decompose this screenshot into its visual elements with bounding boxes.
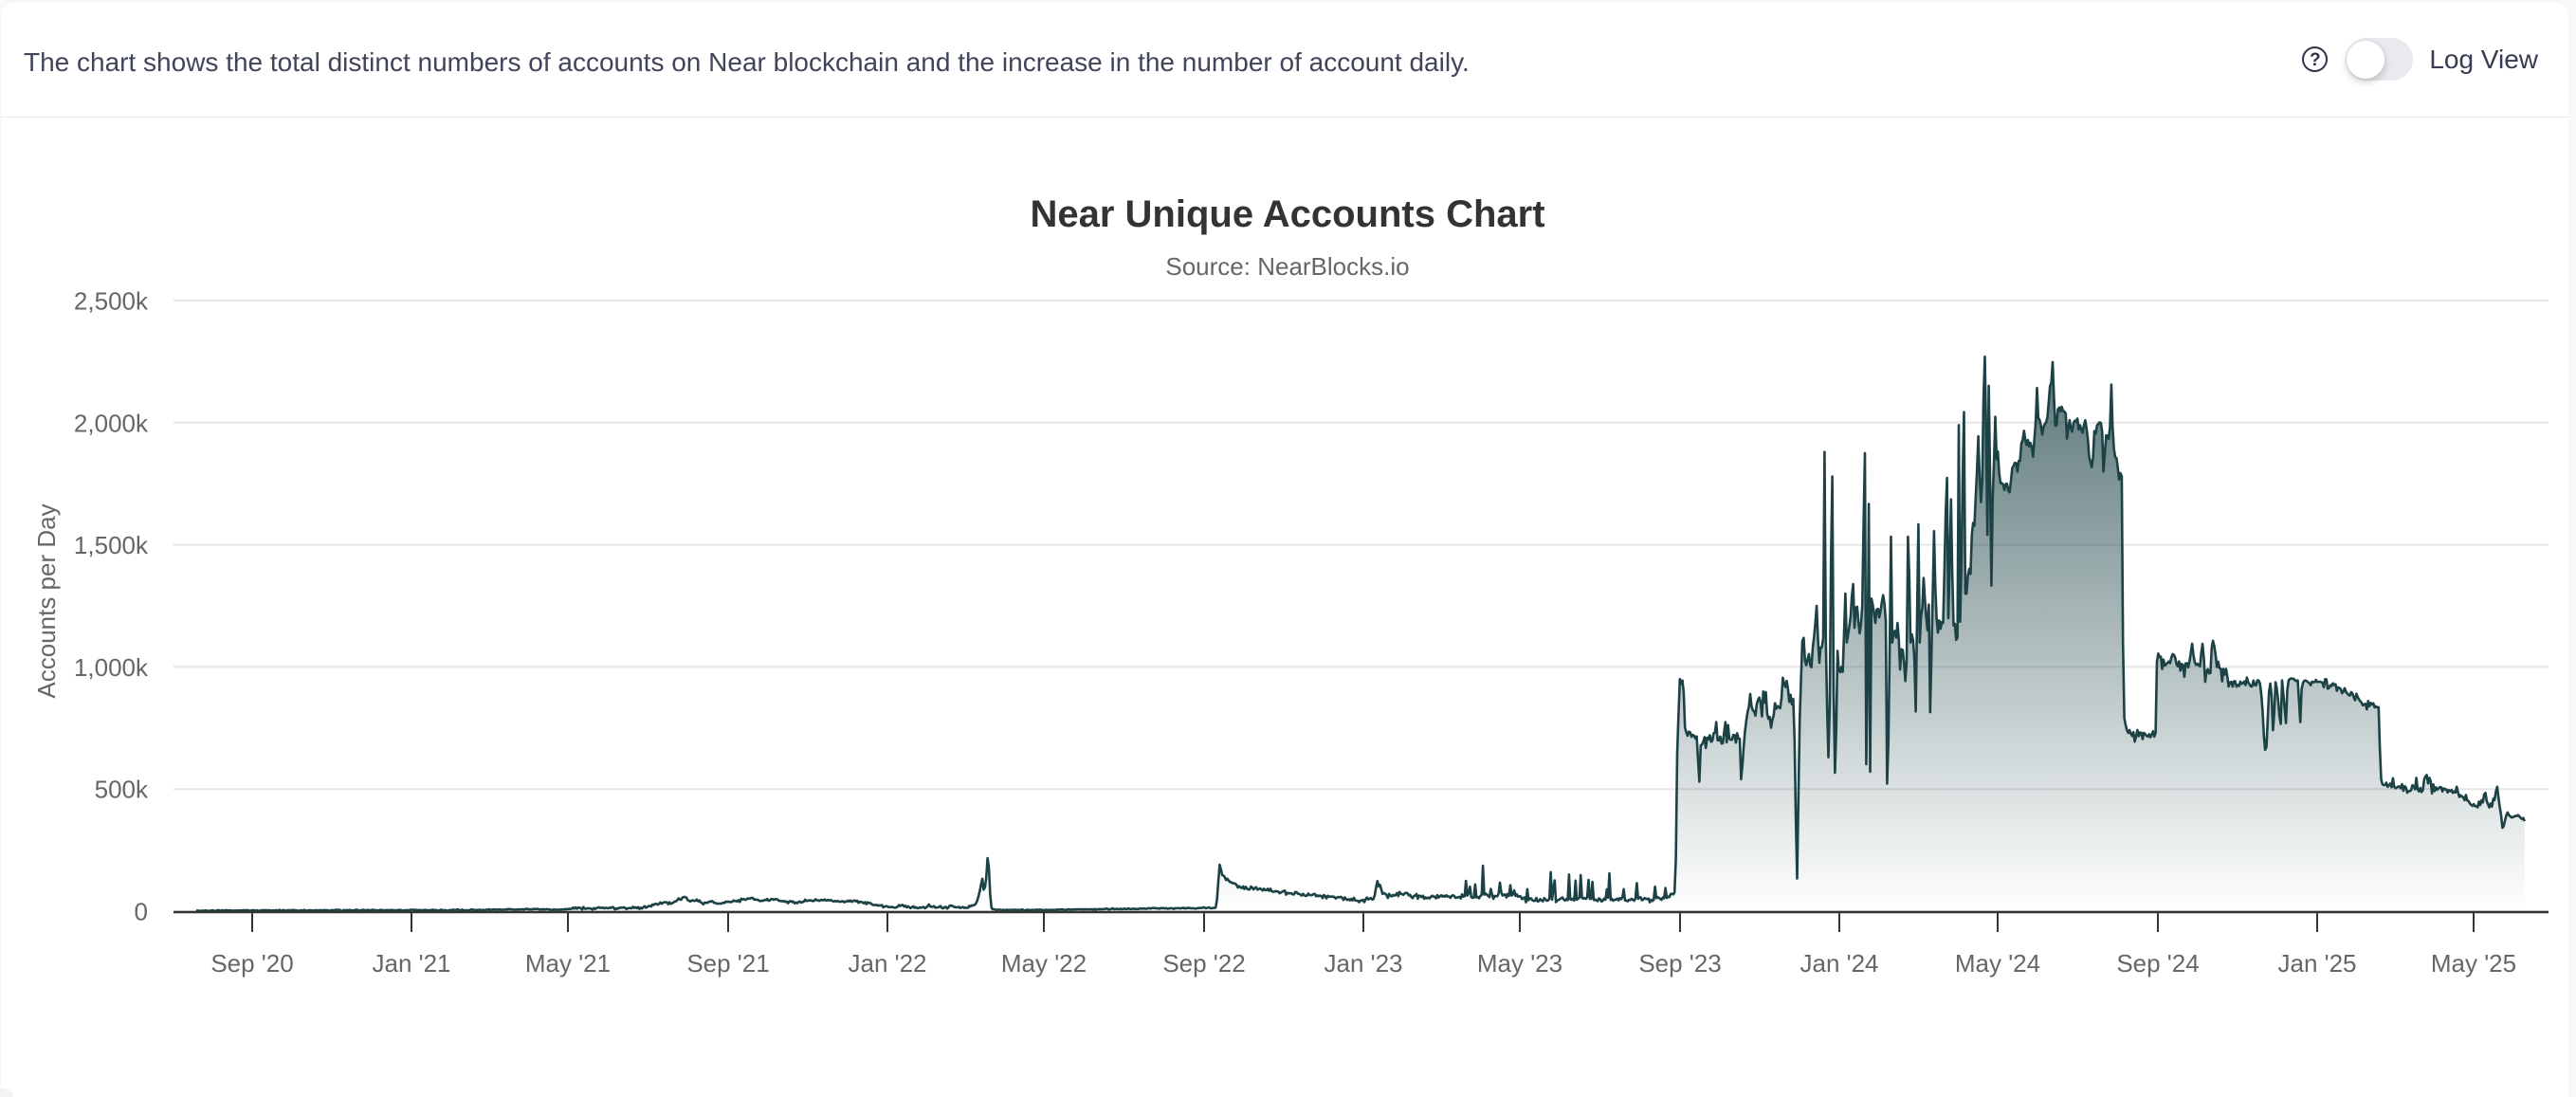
svg-text:Sep '24: Sep '24	[2116, 949, 2199, 978]
svg-text:Jan '23: Jan '23	[1324, 949, 1402, 978]
svg-text:Sep '21: Sep '21	[686, 949, 769, 978]
svg-text:Jan '22: Jan '22	[848, 949, 926, 978]
svg-text:May '21: May '21	[525, 949, 611, 978]
svg-text:Sep '20: Sep '20	[210, 949, 293, 978]
svg-text:Sep '22: Sep '22	[1162, 949, 1245, 978]
svg-text:Sep '23: Sep '23	[1638, 949, 1721, 978]
svg-text:May '25: May '25	[2431, 949, 2516, 978]
svg-text:0: 0	[135, 898, 148, 926]
svg-text:Jan '21: Jan '21	[372, 949, 450, 978]
svg-text:1,000k: 1,000k	[74, 653, 149, 682]
svg-text:May '23: May '23	[1477, 949, 1562, 978]
svg-text:2,000k: 2,000k	[74, 409, 149, 437]
svg-text:Source: NearBlocks.io: Source: NearBlocks.io	[1165, 252, 1409, 281]
svg-text:Jan '25: Jan '25	[2277, 949, 2356, 978]
svg-text:Accounts per Day: Accounts per Day	[32, 503, 61, 698]
svg-text:500k: 500k	[95, 776, 149, 804]
svg-text:May '24: May '24	[1955, 949, 2040, 978]
svg-text:Jan '24: Jan '24	[1800, 949, 1878, 978]
svg-text:1,500k: 1,500k	[74, 531, 149, 559]
svg-text:2,500k: 2,500k	[74, 287, 149, 316]
svg-text:Near Unique Accounts Chart: Near Unique Accounts Chart	[1030, 193, 1544, 235]
svg-text:May '22: May '22	[1001, 949, 1087, 978]
